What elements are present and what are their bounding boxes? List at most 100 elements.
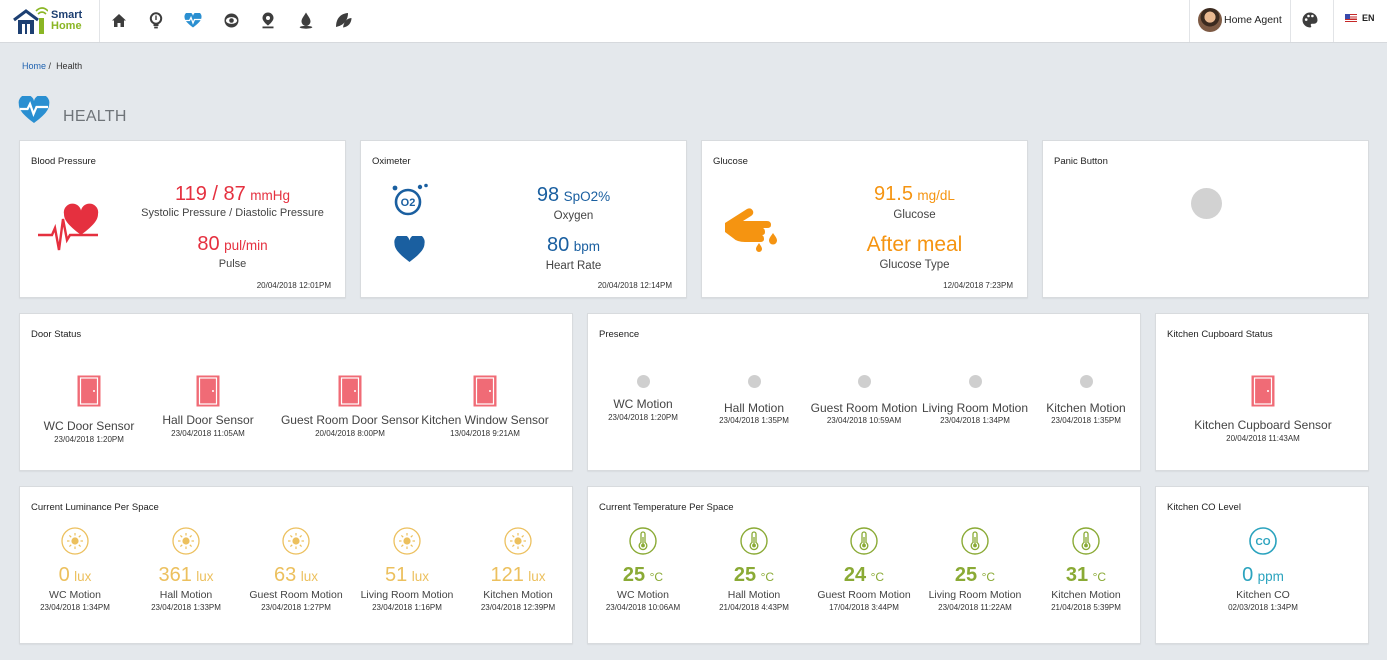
luminance-value: 51 bbox=[385, 564, 408, 586]
co-time: 02/03/2018 1:34PM bbox=[1228, 603, 1298, 612]
nav-lightbulb-icon[interactable] bbox=[146, 10, 166, 30]
luminance-space-name: WC Motion bbox=[49, 589, 101, 601]
luminance-space-name: Kitchen Motion bbox=[483, 589, 553, 601]
temperature-space-name: Guest Room Motion bbox=[817, 589, 911, 601]
luminance-value: 0 bbox=[58, 564, 70, 586]
card-title: Current Luminance Per Space bbox=[31, 502, 159, 513]
heart-rate-value: 80 bbox=[547, 234, 570, 256]
avatar bbox=[1198, 8, 1222, 32]
sun-icon bbox=[128, 526, 244, 556]
luminance-reading: 63 lux bbox=[238, 564, 354, 587]
luminance-unit: lux bbox=[411, 569, 429, 584]
nav-water-drop-icon[interactable] bbox=[296, 10, 316, 30]
luminance-unit: lux bbox=[300, 569, 318, 584]
luminance-item: 51 lux Living Room Motion 23/04/2018 1:16P… bbox=[349, 526, 465, 612]
presence-sensor-name: WC Motion bbox=[613, 397, 673, 411]
timestamp: 20/04/2018 12:01PM bbox=[256, 281, 331, 290]
logo-text-home: Home bbox=[51, 20, 82, 32]
co-value: 0 bbox=[1242, 564, 1254, 586]
luminance-time: 23/04/2018 12:39PM bbox=[480, 603, 556, 612]
glucose-type-label: Glucose Type bbox=[879, 259, 950, 271]
thermometer-icon bbox=[696, 526, 812, 556]
oxygen-label: Oxygen bbox=[553, 210, 594, 222]
sun-icon bbox=[349, 526, 465, 556]
us-flag-icon bbox=[1345, 14, 1357, 22]
divider bbox=[1189, 0, 1190, 42]
cupboard-sensor-time: 20/04/2018 11:43AM bbox=[1226, 434, 1300, 443]
luminance-value: 63 bbox=[274, 564, 297, 586]
temperature-space-name: Hall Motion bbox=[727, 589, 781, 601]
presence-sensor-name: Kitchen Motion bbox=[1046, 401, 1126, 415]
door-sensor-item: Hall Door Sensor 23/04/2018 11:05AM bbox=[138, 375, 278, 438]
temperature-reading: 25 °C bbox=[696, 564, 812, 587]
presence-sensor-time: 23/04/2018 10:59AM bbox=[826, 416, 902, 425]
luminance-unit: lux bbox=[528, 569, 546, 584]
temperature-item: 25 °C Hall Motion 21/04/2018 4:43PM bbox=[696, 526, 812, 612]
temperature-time: 21/04/2018 4:43PM bbox=[719, 603, 789, 612]
temperature-space-name: WC Motion bbox=[617, 589, 669, 601]
luminance-reading: 361 lux bbox=[128, 564, 244, 587]
luminance-unit: lux bbox=[74, 569, 92, 584]
heart-pulse-icon bbox=[38, 201, 100, 262]
luminance-space-name: Hall Motion bbox=[159, 589, 213, 601]
temperature-card: Current Temperature Per Space 25 °C WC Mo… bbox=[587, 486, 1141, 644]
blood-pressure-card: Blood Pressure 119 / 87 mmHg Systolic Pr… bbox=[19, 140, 346, 298]
presence-sensor-name: Hall Motion bbox=[723, 401, 785, 415]
temperature-time: 23/04/2018 10:06AM bbox=[605, 603, 681, 612]
app-logo[interactable]: Smart Home bbox=[12, 4, 100, 38]
oximeter-card: Oximeter O2 98 SpO2% Oxygen 80 bpm Heart… bbox=[360, 140, 687, 298]
kitchen-cupboard-card: Kitchen Cupboard Status Kitchen Cupboard… bbox=[1155, 313, 1369, 471]
heart-icon bbox=[394, 234, 425, 268]
nav-health-icon[interactable] bbox=[183, 10, 203, 30]
breadcrumb-home-link[interactable]: Home bbox=[22, 61, 47, 71]
luminance-reading: 121 lux bbox=[460, 564, 576, 587]
oxygen-reading: 98 SpO2% Oxygen bbox=[501, 184, 646, 222]
temperature-item: 31 °C Kitchen Motion 21/04/2018 5:39PM bbox=[1028, 526, 1144, 612]
co-label: Kitchen CO bbox=[1236, 589, 1290, 601]
svg-text:O2: O2 bbox=[401, 197, 416, 209]
presence-sensor-item: WC Motion 23/04/2018 1:20PM bbox=[583, 375, 703, 422]
temperature-value: 25 bbox=[733, 564, 757, 586]
pressure-value: 119 / 87 bbox=[174, 183, 246, 205]
language-selector[interactable]: EN bbox=[1345, 13, 1375, 23]
door-sensor-time: 13/04/2018 9:21AM bbox=[450, 429, 520, 438]
presence-sensor-name: Living Room Motion bbox=[921, 401, 1029, 415]
panic-button[interactable] bbox=[1191, 188, 1222, 219]
finger-blood-drop-icon bbox=[723, 205, 779, 258]
nav-location-pin-icon[interactable] bbox=[258, 10, 278, 30]
pulse-reading: 80 pul/min Pulse bbox=[130, 233, 335, 270]
sun-icon bbox=[17, 526, 133, 556]
house-logo-icon bbox=[12, 6, 49, 36]
user-menu[interactable]: Home Agent bbox=[1198, 8, 1282, 32]
glucose-value: 91.5 bbox=[874, 183, 913, 205]
door-sensor-item: Guest Room Door Sensor 20/04/2018 8:00PM bbox=[280, 375, 420, 438]
temperature-item: 24 °C Guest Room Motion 17/04/2018 3:44PM bbox=[806, 526, 922, 612]
cupboard-door-icon bbox=[1156, 375, 1370, 407]
card-title: Kitchen CO Level bbox=[1167, 502, 1241, 513]
co-unit: ppm bbox=[1257, 569, 1284, 584]
card-title: Kitchen Cupboard Status bbox=[1167, 329, 1273, 340]
nav-home-icon[interactable] bbox=[109, 10, 129, 30]
temperature-reading: 25 °C bbox=[585, 564, 701, 587]
health-heart-icon bbox=[18, 94, 50, 129]
divider bbox=[99, 0, 100, 42]
breadcrumb-separator: / bbox=[48, 61, 52, 71]
user-name: Home Agent bbox=[1224, 14, 1282, 26]
glucose-reading: 91.5 mg/dL Glucose bbox=[827, 183, 1002, 221]
door-status-card: Door Status WC Door Sensor 23/04/2018 1:2… bbox=[19, 313, 573, 471]
luminance-space-name: Guest Room Motion bbox=[249, 589, 343, 601]
panic-button-card: Panic Button bbox=[1042, 140, 1369, 298]
kitchen-co-card: Kitchen CO Level CO 0 ppm Kitchen CO 02/… bbox=[1155, 486, 1369, 644]
temperature-unit: °C bbox=[649, 570, 664, 584]
temperature-unit: °C bbox=[1092, 570, 1107, 584]
glucose-type-value: After meal bbox=[866, 233, 963, 256]
nav-eye-icon[interactable] bbox=[221, 10, 241, 30]
pulse-value: 80 bbox=[197, 233, 220, 255]
temperature-unit: °C bbox=[981, 570, 996, 584]
temperature-unit: °C bbox=[760, 570, 775, 584]
luminance-time: 23/04/2018 1:33PM bbox=[151, 603, 221, 612]
nav-leaf-icon[interactable] bbox=[333, 10, 353, 30]
theme-palette-icon[interactable] bbox=[1301, 11, 1319, 29]
temperature-time: 23/04/2018 11:22AM bbox=[938, 603, 1012, 612]
heart-rate-unit: bpm bbox=[573, 239, 600, 254]
